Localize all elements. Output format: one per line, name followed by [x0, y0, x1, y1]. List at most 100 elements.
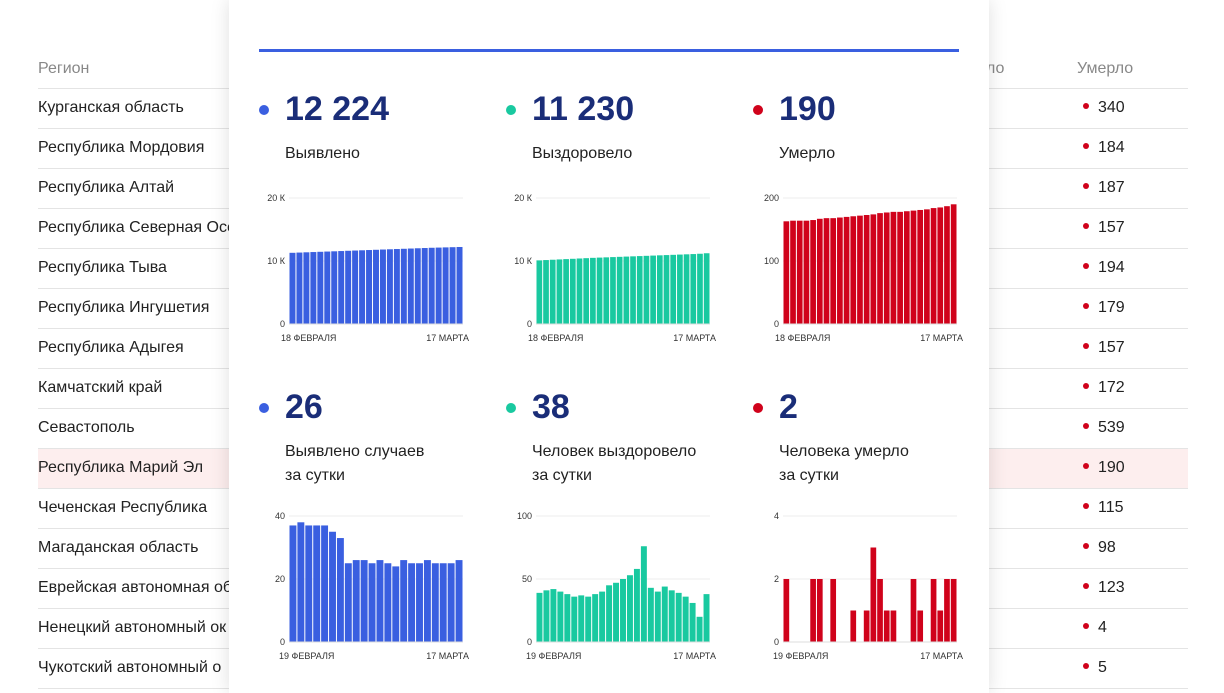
chart-bar[interactable]	[937, 207, 944, 324]
chart-bar[interactable]	[810, 220, 816, 324]
chart-bar[interactable]	[890, 211, 897, 324]
column-header-recovered[interactable]: ло	[986, 60, 1005, 77]
chart-bar[interactable]	[578, 595, 585, 642]
chart-bar[interactable]	[393, 249, 400, 324]
chart-bar[interactable]	[303, 252, 310, 324]
chart-bar[interactable]	[661, 586, 668, 642]
chart-bar[interactable]	[576, 258, 583, 324]
chart-bar[interactable]	[324, 251, 331, 324]
chart-bar[interactable]	[668, 590, 675, 642]
chart-bar[interactable]	[703, 253, 710, 324]
chart-bar[interactable]	[683, 254, 690, 324]
chart-bar[interactable]	[289, 525, 297, 642]
chart-bar[interactable]	[435, 247, 442, 324]
chart-bar[interactable]	[903, 211, 910, 324]
chart-bar[interactable]	[359, 250, 366, 324]
chart-bar[interactable]	[654, 591, 661, 642]
chart-bar[interactable]	[455, 560, 463, 642]
chart-bar[interactable]	[850, 610, 857, 643]
chart-bar[interactable]	[790, 220, 796, 324]
chart-bar[interactable]	[897, 211, 903, 324]
chart-bar[interactable]	[317, 251, 324, 324]
chart-bar[interactable]	[373, 249, 379, 324]
chart-bar[interactable]	[556, 259, 563, 324]
chart-bar[interactable]	[613, 582, 620, 642]
chart-bar[interactable]	[830, 218, 837, 324]
chart-bar[interactable]	[636, 256, 643, 324]
chart-bar[interactable]	[583, 258, 590, 324]
chart-bar[interactable]	[944, 206, 950, 324]
chart-bar[interactable]	[877, 213, 883, 324]
chart-bar[interactable]	[321, 525, 329, 642]
chart-bar[interactable]	[447, 563, 455, 642]
chart-bar[interactable]	[557, 591, 564, 642]
chart-bar[interactable]	[606, 585, 613, 642]
chart-bar[interactable]	[408, 563, 416, 642]
chart-bar[interactable]	[696, 616, 703, 642]
chart-bar[interactable]	[431, 563, 439, 642]
chart-bar[interactable]	[783, 221, 790, 324]
chart-bar[interactable]	[675, 592, 682, 642]
chart-bar[interactable]	[703, 594, 710, 642]
chart-bar[interactable]	[368, 563, 376, 642]
chart-bar[interactable]	[376, 560, 384, 642]
chart-bar[interactable]	[803, 220, 810, 324]
chart-bar[interactable]	[857, 215, 863, 324]
chart-bar[interactable]	[428, 247, 435, 324]
chart-bar[interactable]	[392, 566, 400, 642]
chart-bar[interactable]	[550, 589, 557, 642]
chart-bar[interactable]	[585, 596, 592, 642]
chart-bar[interactable]	[379, 249, 386, 324]
chart-bar[interactable]	[910, 210, 917, 324]
chart-bar[interactable]	[297, 522, 305, 642]
chart-bar[interactable]	[643, 255, 650, 324]
chart-bar[interactable]	[870, 547, 877, 643]
chart-bar[interactable]	[863, 215, 870, 324]
chart-bar[interactable]	[336, 538, 344, 642]
chart-bar[interactable]	[950, 204, 957, 324]
chart-bar[interactable]	[599, 591, 606, 642]
chart-bar[interactable]	[331, 251, 338, 324]
chart-bar[interactable]	[400, 560, 408, 642]
chart-bar[interactable]	[313, 525, 321, 642]
chart-bar[interactable]	[590, 257, 596, 324]
chart-bar[interactable]	[352, 250, 359, 324]
chart-bar[interactable]	[883, 610, 890, 643]
chart-bar[interactable]	[536, 592, 543, 642]
chart-bar[interactable]	[837, 217, 843, 324]
chart-bar[interactable]	[543, 590, 550, 642]
chart-bar[interactable]	[690, 254, 697, 324]
chart-bar[interactable]	[564, 594, 571, 642]
chart-bar[interactable]	[616, 256, 623, 324]
chart-bar[interactable]	[640, 546, 647, 642]
chart-bar[interactable]	[423, 560, 431, 642]
chart-bar[interactable]	[620, 579, 626, 642]
column-header-died[interactable]: Умерло	[1077, 60, 1134, 77]
chart-bar[interactable]	[563, 259, 569, 324]
chart-bar[interactable]	[697, 253, 703, 324]
chart-bar[interactable]	[449, 247, 456, 324]
chart-bar[interactable]	[917, 610, 924, 643]
chart-bar[interactable]	[663, 255, 670, 324]
chart-bar[interactable]	[603, 257, 610, 324]
chart-bar[interactable]	[890, 610, 897, 643]
chart-bar[interactable]	[384, 563, 392, 642]
chart-bar[interactable]	[944, 579, 950, 642]
chart-bar[interactable]	[910, 579, 917, 642]
chart-bar[interactable]	[870, 214, 877, 324]
chart-bar[interactable]	[917, 209, 924, 324]
chart-bar[interactable]	[345, 250, 352, 324]
chart-bar[interactable]	[816, 579, 823, 642]
chart-bar[interactable]	[626, 575, 633, 642]
chart-bar[interactable]	[647, 587, 654, 642]
chart-bar[interactable]	[823, 218, 830, 324]
chart-bar[interactable]	[930, 579, 937, 642]
chart-bar[interactable]	[571, 596, 578, 642]
chart-bar[interactable]	[924, 209, 930, 324]
chart-bar[interactable]	[682, 596, 689, 642]
chart-bar[interactable]	[937, 610, 944, 643]
chart-bar[interactable]	[830, 579, 837, 642]
chart-bar[interactable]	[630, 256, 636, 324]
chart-bar[interactable]	[352, 560, 360, 642]
chart-bar[interactable]	[843, 216, 850, 324]
